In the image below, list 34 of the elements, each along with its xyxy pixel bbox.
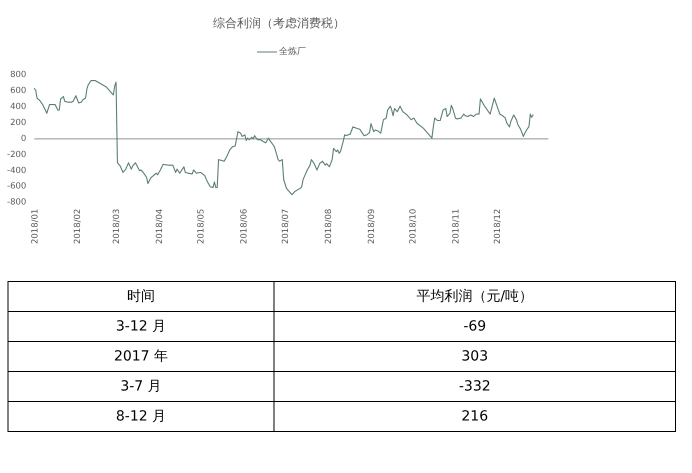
y-tick-label: -200 bbox=[7, 150, 26, 160]
category-label: 8-12 月 bbox=[116, 408, 166, 424]
x-tick-label: 2018/12 bbox=[493, 208, 504, 244]
y-tick-label: 800 bbox=[10, 70, 26, 80]
y-tick-label: 0 bbox=[20, 134, 26, 144]
y-tick-label: 600 bbox=[10, 86, 26, 96]
x-tick-label: 2018/04 bbox=[154, 208, 165, 244]
data-label: -69 bbox=[463, 318, 486, 334]
chart-title: 综合利润（考虑消费税） bbox=[213, 16, 345, 30]
legend: 全炼厂 bbox=[257, 47, 306, 57]
y-tick-label: -400 bbox=[7, 166, 26, 176]
y-tick-label: -600 bbox=[7, 182, 26, 192]
category-label: 2017 年 bbox=[114, 348, 168, 364]
category-label: 3-7 月 bbox=[120, 378, 162, 394]
legend-label: 全炼厂 bbox=[279, 46, 306, 57]
text: 时间 bbox=[127, 288, 155, 304]
category-label: 3-12 月 bbox=[116, 318, 166, 334]
x-tick-label: 2018/02 bbox=[73, 208, 84, 244]
data-label: 303 bbox=[461, 348, 488, 364]
x-tick-label: 2018/06 bbox=[240, 208, 250, 244]
x-tick-label: 2018/11 bbox=[451, 208, 462, 244]
x-tick-label: 2018/08 bbox=[324, 208, 334, 244]
x-tick-label: 2018/10 bbox=[408, 208, 419, 244]
data-label: -332 bbox=[458, 378, 491, 394]
y-tick-label: 200 bbox=[10, 118, 26, 128]
data-label: 216 bbox=[461, 408, 488, 424]
y-tick-label: -800 bbox=[7, 198, 26, 208]
x-tick-label: 2018/03 bbox=[112, 208, 122, 244]
x-tick-label: 2018/07 bbox=[281, 208, 292, 244]
text: 平均利润（元/吨） bbox=[416, 288, 534, 304]
x-tick-label: 2018/09 bbox=[366, 208, 377, 244]
x-tick-label: 2018/05 bbox=[196, 208, 207, 244]
x-tick-label: 2018/01 bbox=[30, 208, 40, 244]
y-tick-label: 400 bbox=[10, 102, 26, 112]
